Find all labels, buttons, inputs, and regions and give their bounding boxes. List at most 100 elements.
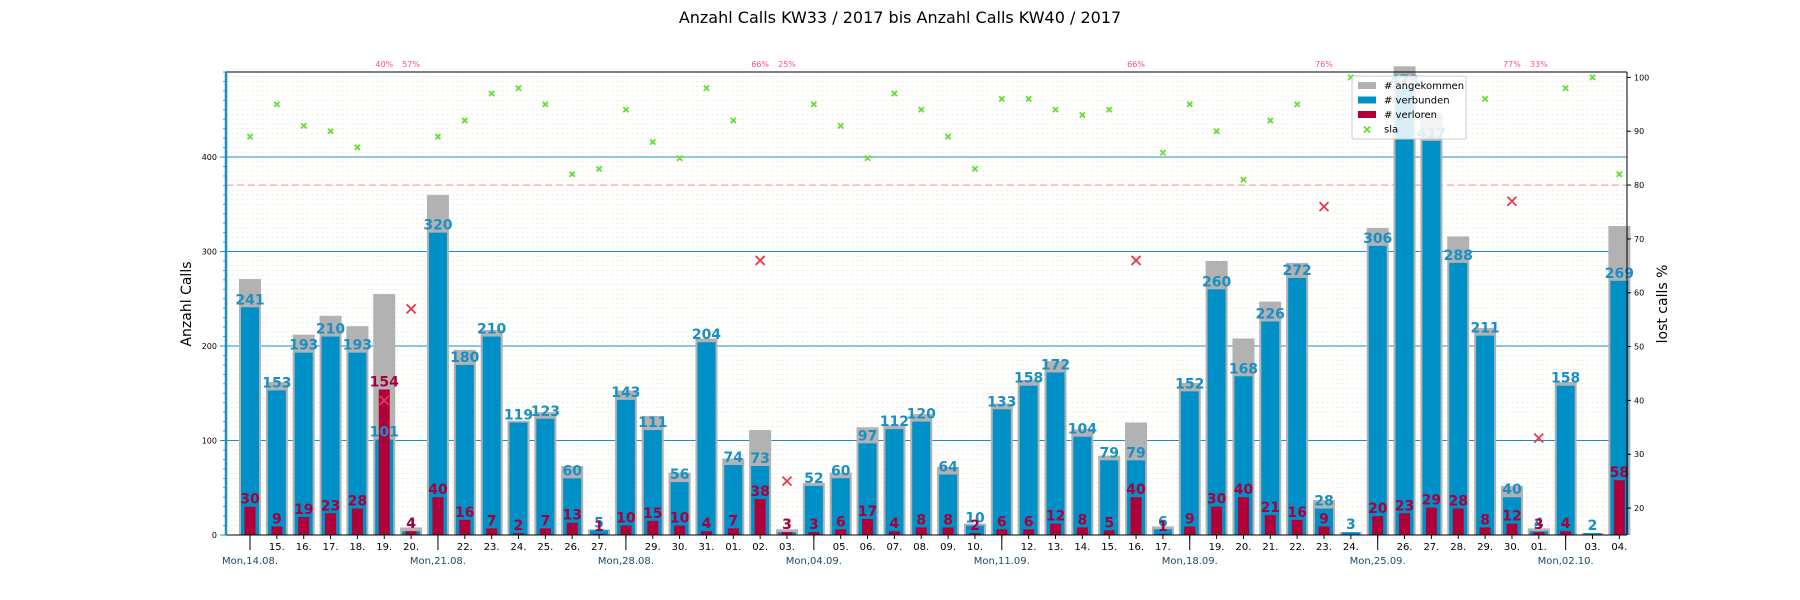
bar-verloren xyxy=(942,527,954,535)
x-tick-label: 01. xyxy=(1531,542,1547,553)
x-tick-label: 23. xyxy=(484,542,500,553)
label-verbunden: 153 xyxy=(262,375,291,391)
bar-verbunden xyxy=(1288,277,1307,535)
label-verbunden: 73 xyxy=(750,451,769,467)
sla-marker xyxy=(998,95,1006,103)
bar-verbunden xyxy=(1261,321,1280,535)
bar-verloren xyxy=(1264,515,1276,535)
bar-verbunden xyxy=(455,364,474,535)
bar-verloren xyxy=(1613,480,1625,535)
x-week-label: Mon,14.08. xyxy=(222,556,278,567)
x-tick-label: 14. xyxy=(1074,542,1090,553)
bar-verloren xyxy=(754,499,766,535)
bar-verbunden xyxy=(428,232,447,535)
markers xyxy=(246,74,1623,487)
bar-verbunden xyxy=(509,422,528,535)
bar-verbunden xyxy=(1207,289,1226,535)
sla-marker xyxy=(918,106,925,113)
sla-marker xyxy=(864,154,871,162)
bar-verloren xyxy=(271,526,283,535)
label-verloren: 4 xyxy=(890,516,900,532)
x-tick-label: 17. xyxy=(323,542,339,553)
legend-swatch xyxy=(1363,125,1371,134)
sla-marker xyxy=(1267,117,1274,124)
bar-verbunden xyxy=(563,478,582,535)
label-verloren: 8 xyxy=(1077,512,1087,528)
bar-verbunden xyxy=(1019,385,1038,535)
y2-tick-label: 50 xyxy=(1634,343,1644,352)
x-tick-label: 04. xyxy=(1611,542,1627,553)
y2-axis-title: lost calls % xyxy=(1655,265,1671,344)
bar-verloren xyxy=(781,532,793,535)
bar-verloren xyxy=(244,506,256,535)
label-verloren: 30 xyxy=(240,492,260,508)
bar-verbunden xyxy=(939,474,958,535)
bar-verloren xyxy=(1479,527,1491,535)
x-week-label: Mon,02.10. xyxy=(1538,556,1594,567)
bar-verbunden xyxy=(294,352,313,535)
label-verbunden: 180 xyxy=(450,350,479,366)
label-verbunden: 133 xyxy=(987,394,1016,410)
label-verbunden: 158 xyxy=(1014,371,1043,387)
sla-marker xyxy=(1186,101,1193,108)
bar-verloren xyxy=(996,529,1008,535)
x-tick-label: 31. xyxy=(698,542,714,553)
label-verloren: 1 xyxy=(594,519,604,535)
bar-verloren xyxy=(1184,526,1196,535)
x-tick-label: 05. xyxy=(833,542,849,553)
bar-verloren xyxy=(325,513,337,535)
data-labels: 2413015391931921023193281011544432040180… xyxy=(235,60,1634,535)
grid-lines xyxy=(226,76,1627,531)
bar-verloren xyxy=(432,497,444,535)
label-verloren: 40 xyxy=(428,482,448,498)
bar-verbunden xyxy=(1368,245,1387,536)
lost-pct-marker xyxy=(379,395,390,406)
sla-marker xyxy=(622,106,630,113)
bar-verloren xyxy=(1533,532,1545,535)
label-verloren: 2 xyxy=(514,518,524,534)
sla-marker xyxy=(649,138,656,146)
sla-marker xyxy=(1589,74,1596,81)
lost-pct-marker xyxy=(405,303,417,315)
x-tick-label: 21. xyxy=(1262,542,1278,553)
label-verbunden: 104 xyxy=(1068,422,1097,438)
label-verloren: 15 xyxy=(643,506,662,522)
x-tick-label: 07. xyxy=(886,542,902,553)
label-verbunden: 2 xyxy=(1588,518,1598,534)
lost-pct-marker xyxy=(1318,201,1330,212)
y-tick-label: 100 xyxy=(202,437,217,446)
label-verloren: 4 xyxy=(1561,516,1571,532)
label-verbunden: 172 xyxy=(1041,357,1070,373)
bar-verbunden xyxy=(670,482,689,535)
bar-verbunden xyxy=(321,336,340,535)
y-axis-title: Anzahl Calls xyxy=(179,261,195,346)
label-verbunden: 74 xyxy=(724,450,744,466)
label-verloren: 23 xyxy=(321,498,340,514)
label-verbunden: 52 xyxy=(804,471,823,487)
x-tick-label: 08. xyxy=(913,542,929,553)
x-tick-label: 22. xyxy=(1289,542,1305,553)
x-tick-label: 26. xyxy=(1397,542,1413,553)
label-verbunden: 260 xyxy=(1202,274,1231,290)
lost-pct-top-label: 33% xyxy=(1530,60,1548,69)
sla-marker xyxy=(434,133,442,140)
bar-verloren xyxy=(1318,526,1330,535)
label-verbunden: 97 xyxy=(858,428,877,444)
x-tick-label: 10. xyxy=(967,542,983,553)
label-verloren: 9 xyxy=(1185,511,1195,527)
bar-verbunden xyxy=(965,525,984,535)
sla-marker xyxy=(568,171,576,178)
bar-verbunden xyxy=(1153,529,1172,535)
legend-label: # angekommen xyxy=(1384,81,1464,92)
lost-pct-top-label: 57% xyxy=(402,60,420,69)
bar-verloren xyxy=(1237,497,1249,535)
sla-marker xyxy=(1616,171,1623,178)
bar-verbunden xyxy=(1583,533,1602,535)
legend-swatch xyxy=(1358,96,1376,104)
x-tick-label: 27. xyxy=(1423,542,1439,553)
bar-verloren xyxy=(1425,507,1437,535)
y-tick-label: 400 xyxy=(202,153,217,162)
bar-verloren xyxy=(1399,513,1411,535)
x-week-label: Mon,21.08. xyxy=(410,556,466,567)
